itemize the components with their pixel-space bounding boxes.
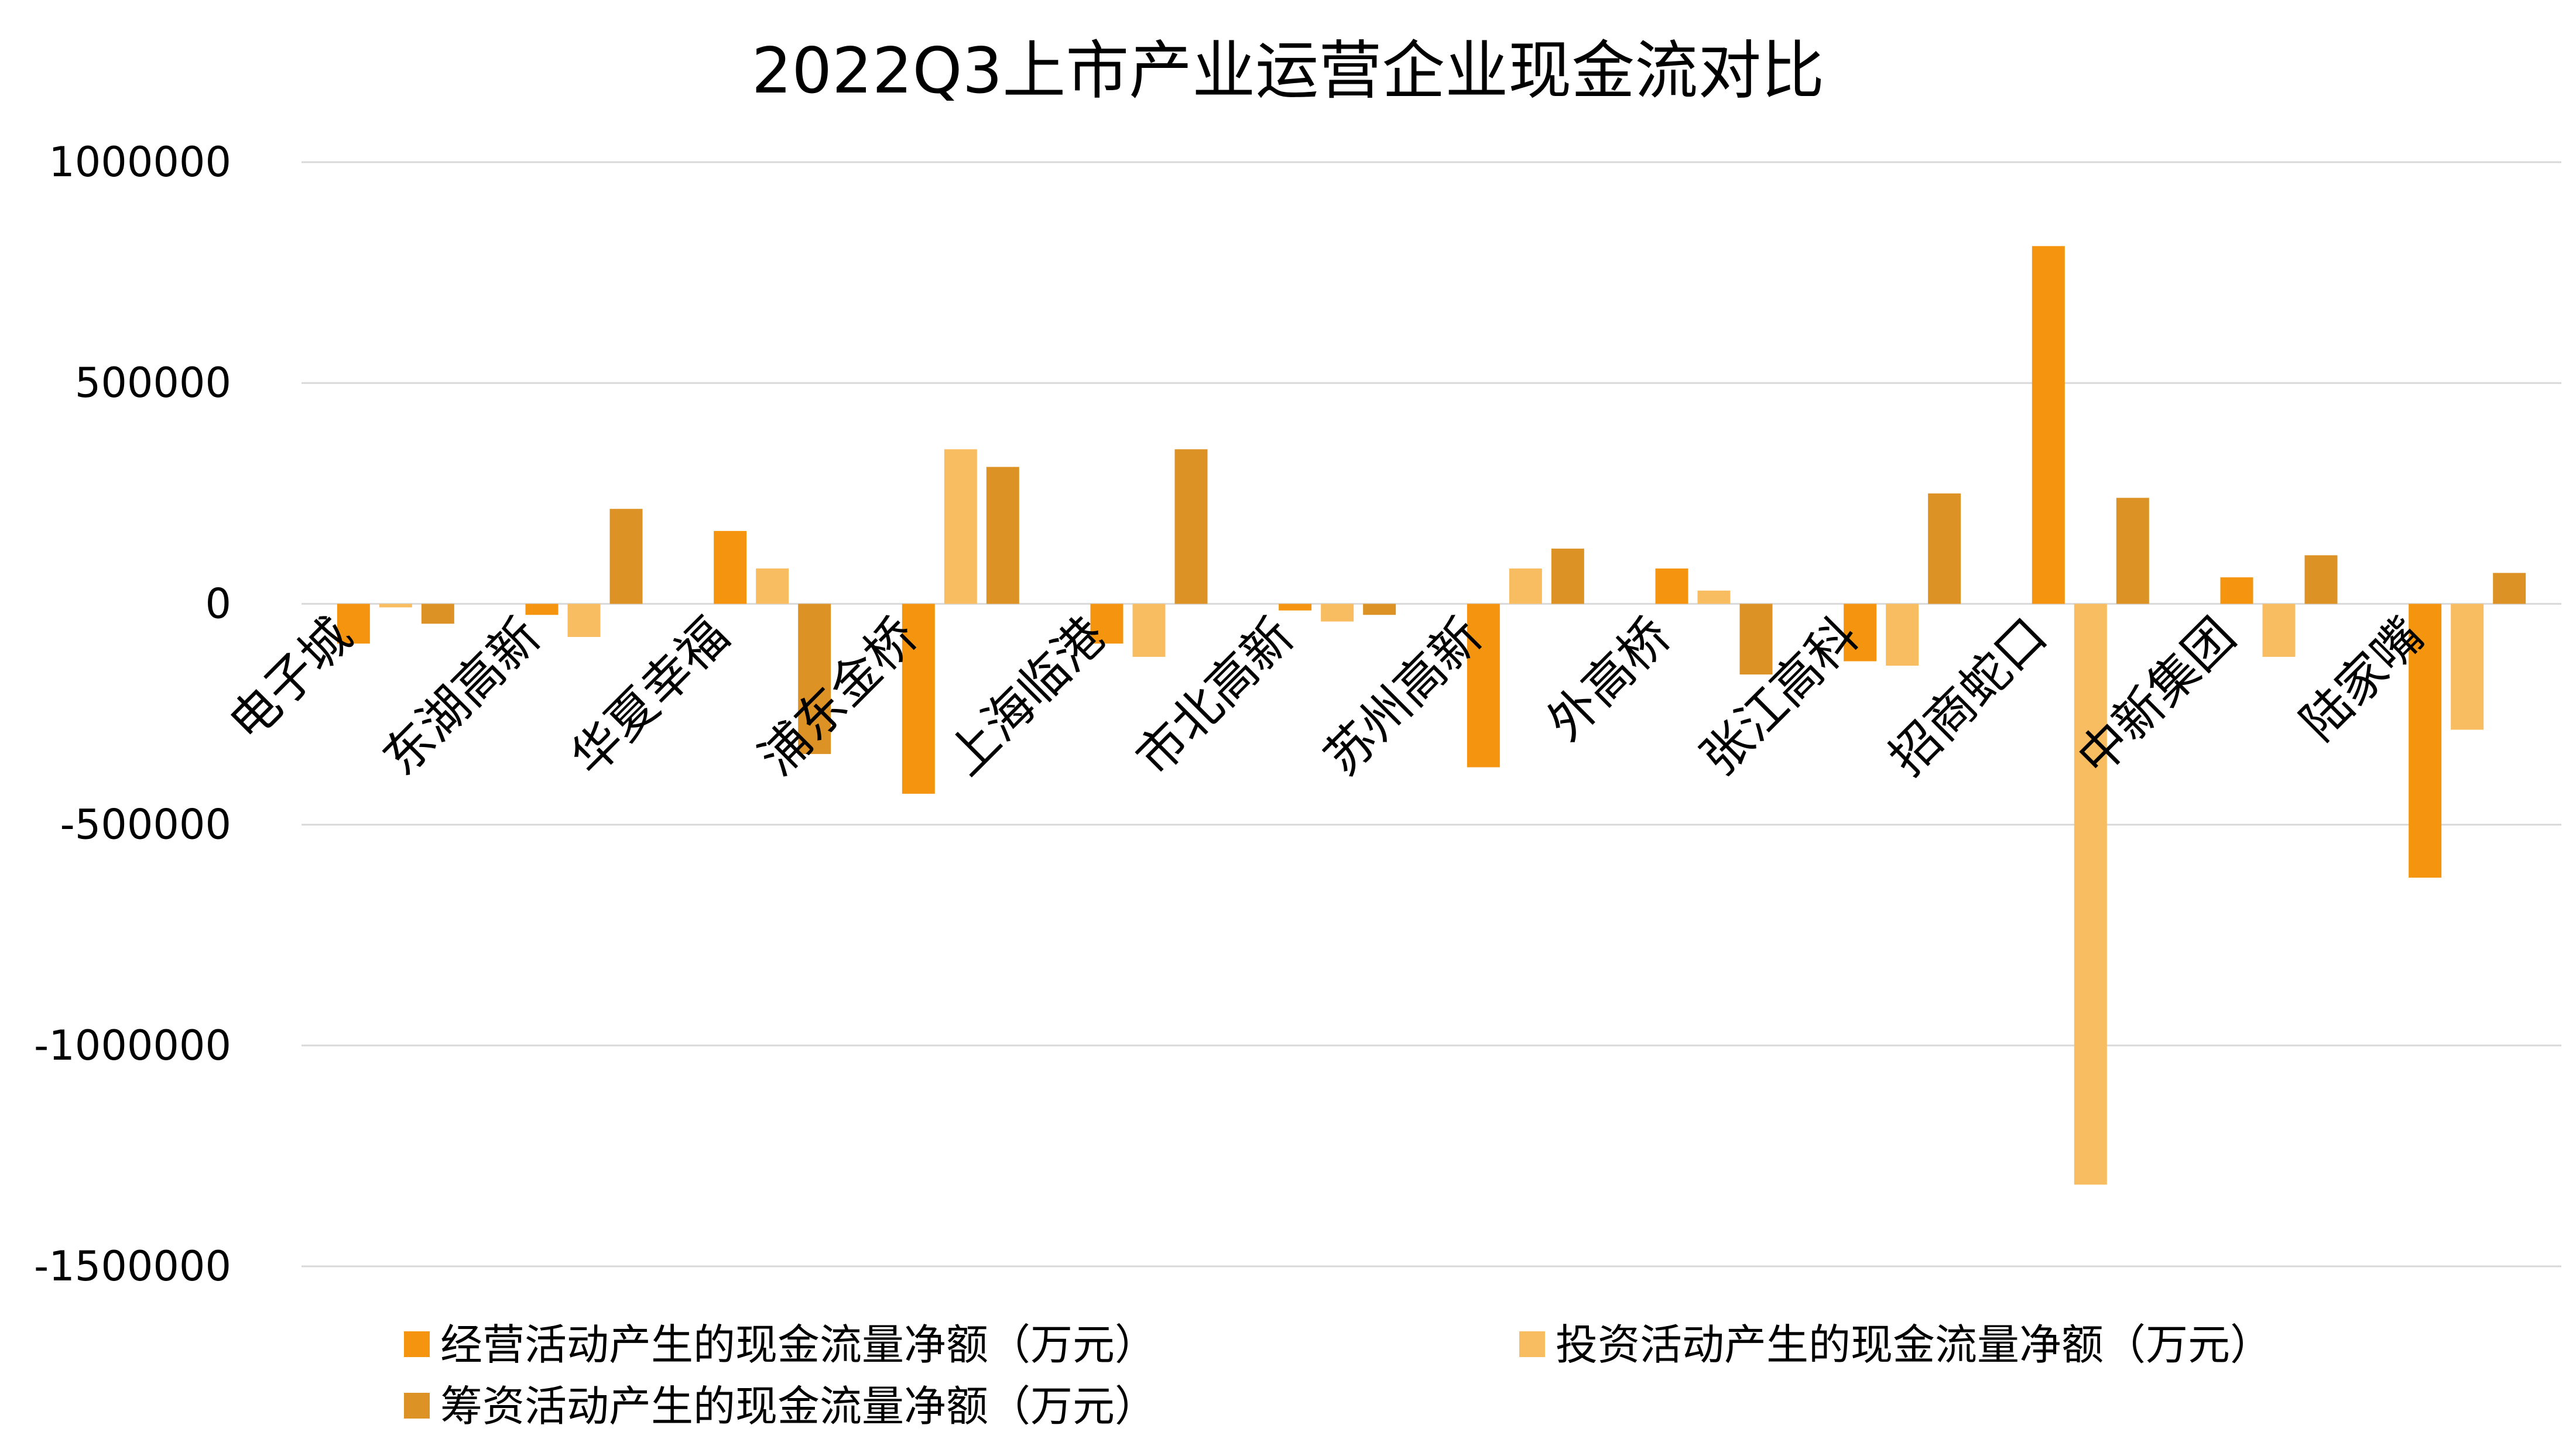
bar bbox=[1279, 604, 1311, 610]
bar bbox=[2451, 604, 2483, 729]
bar bbox=[1509, 568, 1542, 604]
y-tick-label: 1000000 bbox=[49, 138, 231, 186]
chart-title: 2022Q3上市产业运营企业现金流对比 bbox=[752, 35, 1825, 108]
bar bbox=[1133, 604, 1166, 657]
x-tick-label: 东湖高新 bbox=[372, 607, 551, 786]
y-tick-label: -1000000 bbox=[34, 1022, 231, 1070]
x-tick-label: 张江高科 bbox=[1690, 607, 1869, 786]
bar bbox=[944, 449, 977, 604]
legend-label: 投资活动产生的现金流量净额（万元） bbox=[1556, 1320, 2272, 1369]
x-tick-label: 上海临港 bbox=[937, 607, 1116, 786]
bar bbox=[610, 509, 643, 604]
bar bbox=[422, 604, 454, 624]
legend-label: 经营活动产生的现金流量净额（万元） bbox=[440, 1320, 1157, 1369]
bar bbox=[1928, 494, 1961, 604]
bar bbox=[1656, 568, 1688, 604]
bar bbox=[568, 604, 601, 637]
bar bbox=[2116, 498, 2149, 604]
x-tick-label: 浦东金桥 bbox=[748, 607, 928, 786]
bar bbox=[1363, 604, 1396, 615]
bar bbox=[986, 467, 1019, 604]
bar bbox=[2493, 573, 2526, 604]
legend: 经营活动产生的现金流量净额（万元） 投资活动产生的现金流量净额（万元） 筹资活动产生… bbox=[404, 1320, 2272, 1431]
bar bbox=[1698, 591, 1731, 604]
legend-swatch bbox=[404, 1393, 430, 1419]
bar bbox=[1886, 604, 1919, 666]
legend-swatch bbox=[404, 1331, 430, 1357]
bar bbox=[526, 604, 559, 615]
bar bbox=[379, 604, 412, 607]
bar bbox=[2305, 555, 2338, 604]
y-tick-label: 0 bbox=[205, 580, 231, 628]
y-tick-label: 500000 bbox=[75, 359, 231, 407]
bar bbox=[2032, 246, 2065, 604]
legend-swatch bbox=[1519, 1331, 1545, 1357]
x-tick-label: 电子城 bbox=[218, 607, 362, 751]
bar bbox=[1551, 549, 1584, 604]
bar bbox=[1175, 449, 1208, 604]
bar bbox=[1321, 604, 1354, 621]
y-axis: 1000000 500000 0 -500000 -1000000 -1500000 bbox=[34, 138, 231, 1290]
legend-label: 筹资活动产生的现金流量净额（万元） bbox=[440, 1382, 1157, 1431]
x-tick-label: 外高桥 bbox=[1536, 607, 1681, 751]
y-tick-label: -500000 bbox=[60, 801, 231, 849]
bar bbox=[1740, 604, 1773, 674]
y-tick-label: -1500000 bbox=[34, 1242, 231, 1290]
bar bbox=[2074, 604, 2107, 1184]
x-tick-label: 苏州高新 bbox=[1313, 607, 1493, 786]
bar bbox=[714, 531, 746, 604]
bar bbox=[2221, 577, 2253, 604]
bar bbox=[756, 568, 789, 604]
bar bbox=[2263, 604, 2296, 657]
